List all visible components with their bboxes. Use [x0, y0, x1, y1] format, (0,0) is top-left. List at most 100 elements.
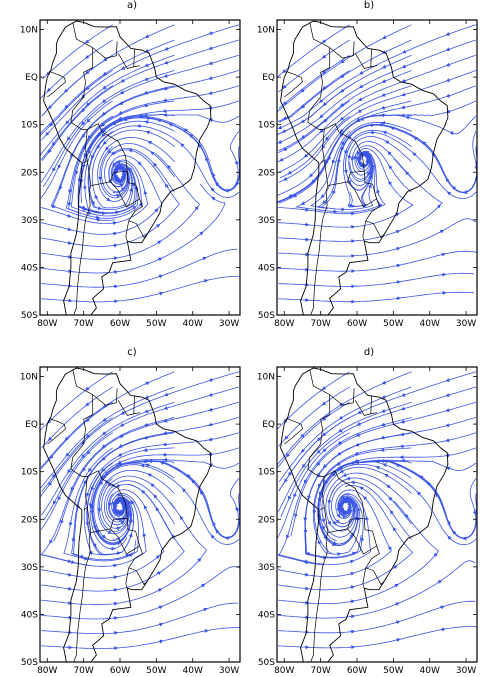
flow-arrow: [339, 469, 345, 473]
flow-arrow: [114, 499, 120, 504]
flow-arrow: [85, 491, 90, 498]
flow-arrow: [388, 180, 393, 186]
streamline: [278, 484, 414, 591]
flow-arrow: [380, 105, 386, 110]
flow-arrow: [401, 64, 407, 69]
flow-arrow: [320, 193, 326, 199]
coastline: [280, 20, 449, 315]
flow-arrow: [395, 229, 401, 234]
flow-arrow: [107, 500, 112, 507]
flow-arrow: [395, 463, 401, 468]
flow-arrow: [66, 227, 73, 232]
flow-arrow: [163, 60, 170, 65]
lat-label: 50S: [258, 658, 275, 668]
flow-arrow: [120, 78, 126, 83]
lat-label: EQ: [262, 420, 275, 430]
streamline: [277, 54, 477, 163]
flow-arrow: [392, 565, 398, 570]
streamline: [93, 464, 240, 545]
flow-arrow: [101, 467, 106, 473]
flow-arrow: [104, 471, 110, 476]
flow-arrow: [200, 490, 204, 496]
lon-label: 50W: [146, 666, 166, 676]
flow-arrow: [445, 62, 451, 67]
flow-arrow: [388, 164, 393, 171]
streamline: [42, 24, 113, 80]
streamline: [41, 483, 185, 592]
streamline: [277, 24, 350, 77]
streamline: [51, 70, 240, 208]
country-border: [310, 185, 329, 315]
flow-arrow: [368, 183, 372, 190]
lon-label: 40W: [183, 666, 203, 676]
flow-arrow: [338, 415, 344, 420]
streamline: [41, 627, 240, 649]
flow-arrow: [115, 541, 122, 546]
flow-arrow: [120, 66, 126, 70]
flow-arrow: [68, 520, 73, 527]
flow-arrow: [321, 144, 326, 150]
flow-arrow: [85, 417, 90, 423]
flow-arrow: [358, 97, 364, 102]
country-border: [128, 198, 143, 221]
flow-arrow: [211, 196, 216, 201]
flow-arrow: [323, 534, 327, 540]
flow-arrow: [323, 118, 328, 123]
streamline: [278, 371, 477, 492]
streamline: [278, 39, 350, 93]
lon-label: 40W: [183, 319, 203, 329]
flow-arrow: [344, 148, 349, 155]
flow-arrow: [284, 435, 289, 440]
flow-arrow: [349, 571, 355, 576]
flow-arrow: [349, 498, 354, 504]
streamline: [41, 39, 240, 162]
streamline: [40, 100, 113, 199]
lat-label: 20S: [21, 168, 38, 178]
streamline: [41, 153, 201, 260]
flow-arrow: [405, 171, 410, 176]
flow-arrow: [300, 433, 305, 438]
flow-arrow: [150, 483, 155, 488]
flow-arrow: [144, 380, 150, 385]
streamline: [312, 432, 477, 554]
flow-arrow: [93, 194, 98, 200]
lat-label: EQ: [25, 420, 38, 430]
streamline: [41, 566, 240, 620]
flow-arrow: [87, 134, 92, 140]
country-border: [309, 22, 331, 98]
lon-label: 30W: [219, 319, 239, 329]
flow-arrow: [88, 501, 93, 508]
flow-arrow: [439, 605, 445, 610]
streamline: [278, 54, 350, 109]
flow-arrow: [354, 451, 360, 456]
lon-label: 80W: [37, 666, 57, 676]
country-border: [284, 418, 303, 445]
lat-label: 40S: [21, 610, 38, 620]
country-border: [86, 470, 128, 534]
flow-arrow: [107, 530, 112, 534]
flow-arrow: [163, 406, 169, 410]
coastline: [280, 367, 449, 662]
flow-arrow: [85, 70, 90, 75]
flow-arrow: [340, 495, 346, 499]
country-border: [284, 71, 303, 98]
flow-arrow: [341, 140, 346, 146]
country-border: [362, 567, 367, 589]
streamline: [42, 54, 240, 188]
flow-arrow: [158, 622, 164, 627]
streamline: [68, 85, 240, 214]
flow-arrow: [400, 392, 407, 397]
flow-arrow: [355, 432, 361, 437]
continent-outline: [43, 367, 212, 662]
streamline: [83, 432, 240, 556]
flow-arrow: [416, 491, 422, 496]
flow-arrow: [128, 148, 134, 153]
flow-arrow: [57, 495, 62, 501]
flow-arrow: [143, 190, 148, 197]
flow-arrow: [143, 103, 149, 108]
flow-arrow: [321, 69, 327, 74]
flow-arrow: [128, 553, 134, 558]
flow-arrow: [51, 141, 56, 147]
flow-arrow: [107, 482, 112, 487]
streamline: [278, 417, 412, 566]
